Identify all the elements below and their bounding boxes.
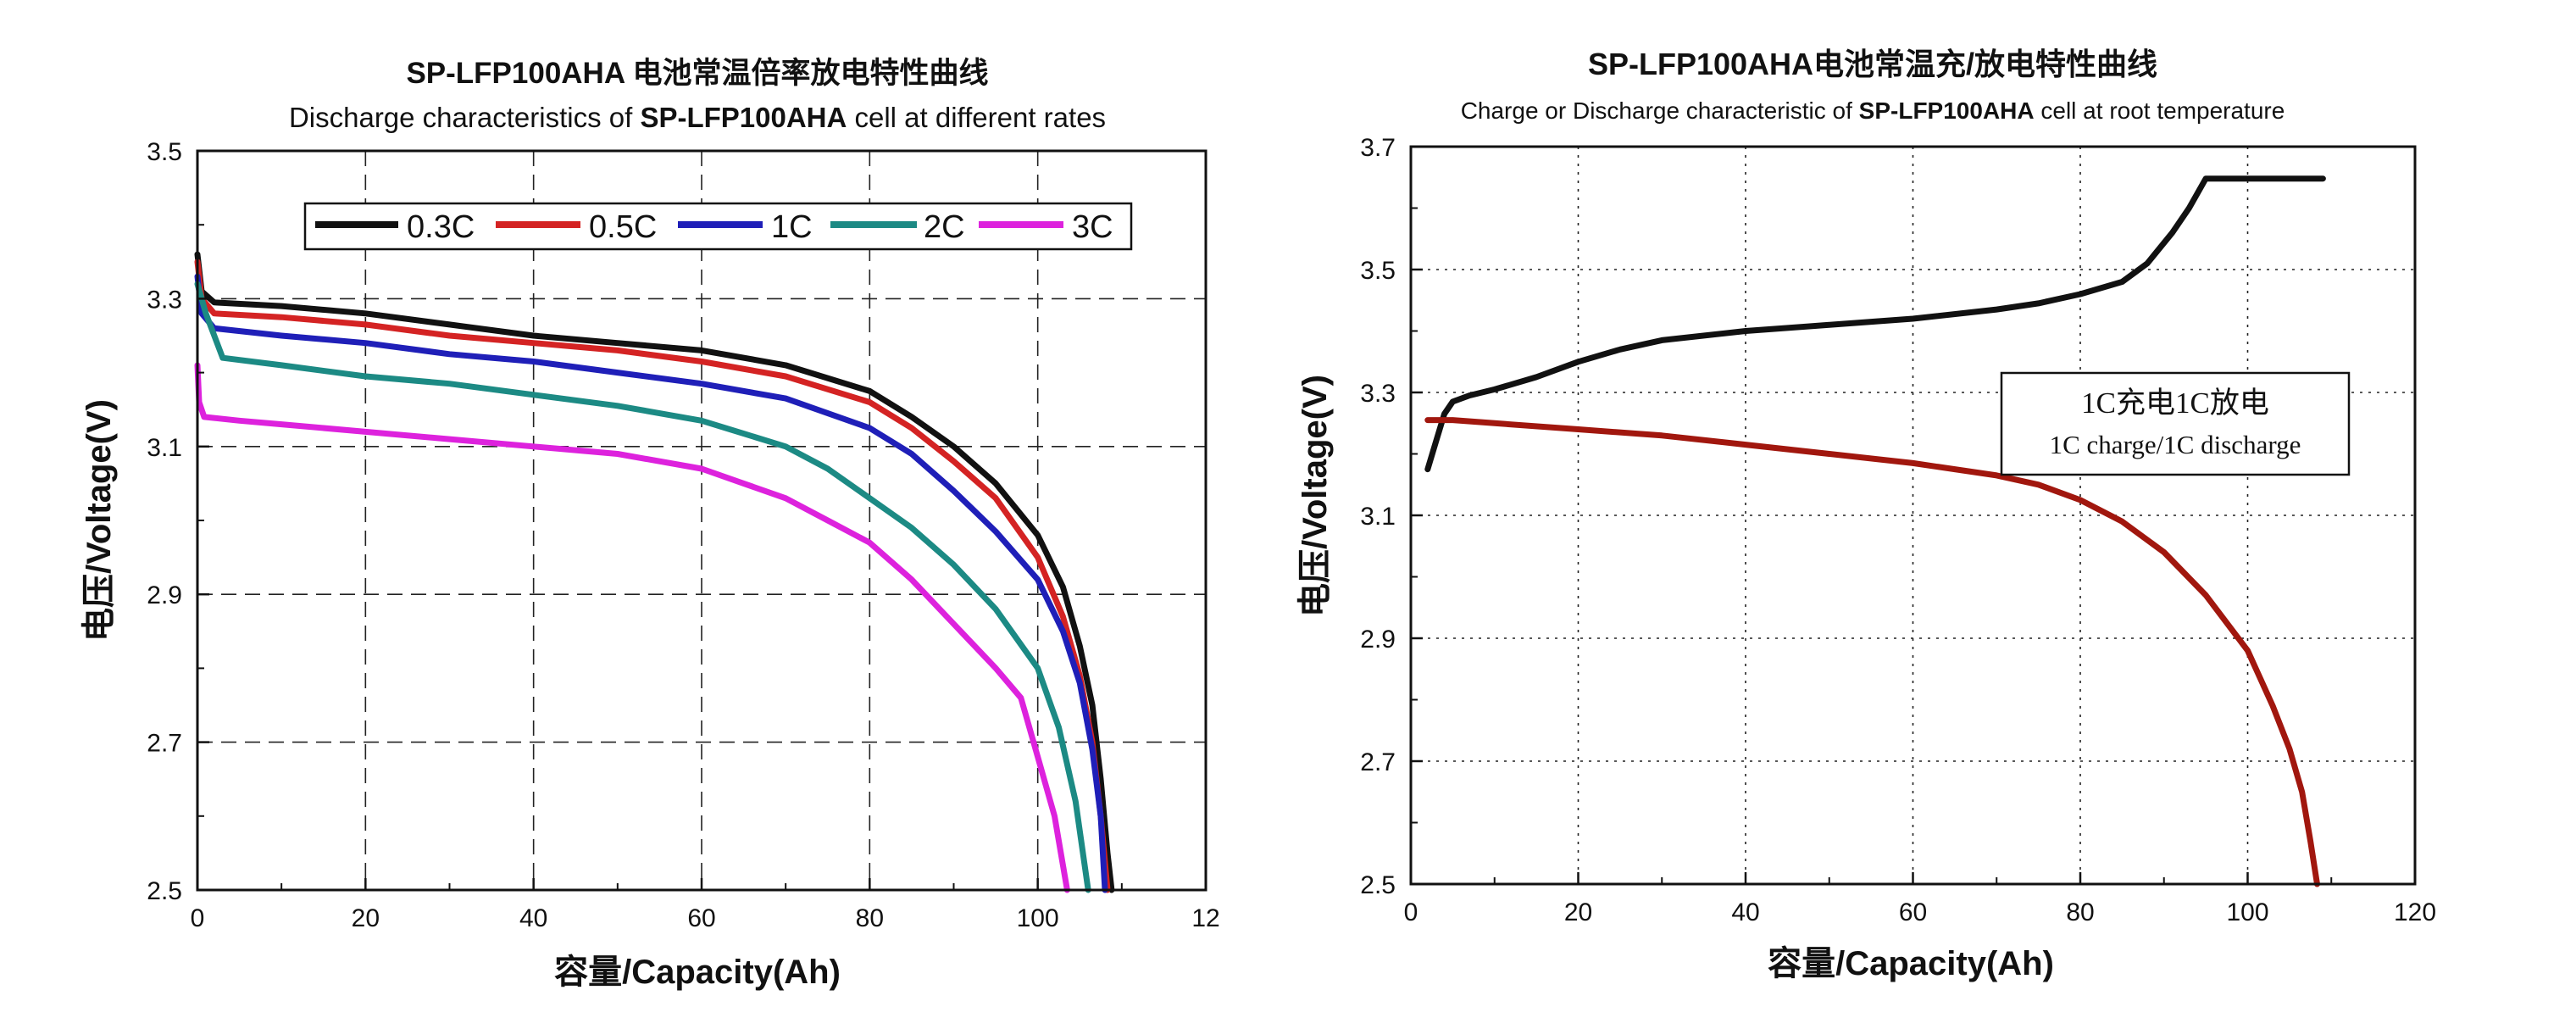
- y-tick-label: 3.3: [147, 286, 182, 314]
- right-chart-title: SP-LFP100AHA电池常温充/放电特性曲线: [1588, 47, 2157, 81]
- left-chart: SP-LFP100AHA 电池常温倍率放电特性曲线 Discharge char…: [80, 57, 1220, 991]
- right-series: [1424, 175, 2326, 887]
- x-tick-label: 100: [1017, 904, 1059, 932]
- y-tick-label: 3.3: [1360, 380, 1396, 408]
- right-grid: [1411, 147, 2415, 884]
- legend-label-0.5c: 0.5C: [589, 209, 657, 245]
- series-line-3c: [194, 362, 1070, 893]
- series-line-1c: [194, 273, 1108, 893]
- left-chart-title: SP-LFP100AHA 电池常温倍率放电特性曲线: [406, 57, 988, 90]
- legend-label-0.3c: 0.3C: [407, 209, 475, 245]
- left-chart-subtitle: Discharge characteristics of SP-LFP100AH…: [289, 102, 1106, 133]
- y-tick-label: 2.5: [1360, 871, 1396, 899]
- y-tick-label: 2.9: [1360, 626, 1396, 654]
- annotation-text-cn: 1C充电1C放电: [2081, 387, 2269, 420]
- left-x-axis-label: 容量/Capacity(Ah): [554, 954, 841, 991]
- x-tick-label: 0: [191, 904, 205, 932]
- y-tick-label: 2.7: [147, 730, 182, 758]
- right-chart-subtitle: Charge or Discharge characteristic of SP…: [1461, 97, 2285, 124]
- left-legend: 0.3C 0.5C 1C 2C 3C: [303, 202, 1133, 251]
- x-tick-label: 120: [2394, 898, 2436, 926]
- legend-label-1c: 1C: [771, 209, 813, 245]
- left-y-axis-label: 电压/Voltage(V): [80, 399, 118, 642]
- series-line-0-5c: [194, 259, 1111, 893]
- left-ticks: 0 20 40 60 80 100 12 2.5 2.7 2.9 3.1 3.3 3.5: [147, 138, 1219, 932]
- legend-label-3c: 3C: [1072, 209, 1113, 245]
- x-tick-label: 40: [519, 904, 547, 932]
- x-tick-label: 20: [1564, 898, 1592, 926]
- y-tick-label: 2.9: [147, 581, 182, 609]
- y-tick-label: 2.5: [147, 877, 182, 905]
- annotation-text-en: 1C charge/1C discharge: [2050, 430, 2301, 459]
- y-tick-label: 2.7: [1360, 748, 1396, 776]
- y-tick-label: 3.5: [147, 138, 182, 166]
- x-tick-label: 0: [1404, 898, 1418, 926]
- x-tick-label: 80: [856, 904, 884, 932]
- left-series: [194, 251, 1115, 893]
- legend-label-2c: 2C: [924, 209, 965, 245]
- x-tick-label: 40: [1731, 898, 1759, 926]
- left-grid: [197, 151, 1206, 890]
- x-tick-label: 20: [352, 904, 380, 932]
- y-tick-label: 3.1: [147, 434, 182, 462]
- x-tick-label: 80: [2066, 898, 2094, 926]
- right-annotation: 1C充电1C放电 1C charge/1C discharge: [2000, 371, 2351, 476]
- x-tick-label: 12: [1191, 904, 1219, 932]
- x-tick-label: 100: [2226, 898, 2268, 926]
- series-line-0-3c: [194, 251, 1115, 893]
- series-line-discharge: [1424, 417, 2320, 887]
- x-tick-label: 60: [1899, 898, 1927, 926]
- right-ticks: 0 20 40 60 80 100 120 2.5 2.7 2.9 3.1 3.3 3.5 3.7: [1360, 134, 2436, 926]
- x-tick-label: 60: [687, 904, 715, 932]
- annotation-box: [2000, 371, 2351, 476]
- right-chart: SP-LFP100AHA电池常温充/放电特性曲线 Charge or Disch…: [1296, 47, 2436, 982]
- right-x-axis-label: 容量/Capacity(Ah): [1768, 945, 2054, 982]
- y-tick-label: 3.5: [1360, 257, 1396, 285]
- right-y-axis-label: 电压/Voltage(V): [1296, 375, 1334, 617]
- series-line-2c: [194, 281, 1091, 893]
- y-tick-label: 3.1: [1360, 503, 1396, 531]
- y-tick-label: 3.7: [1360, 134, 1396, 162]
- series-line-charge: [1424, 175, 2326, 473]
